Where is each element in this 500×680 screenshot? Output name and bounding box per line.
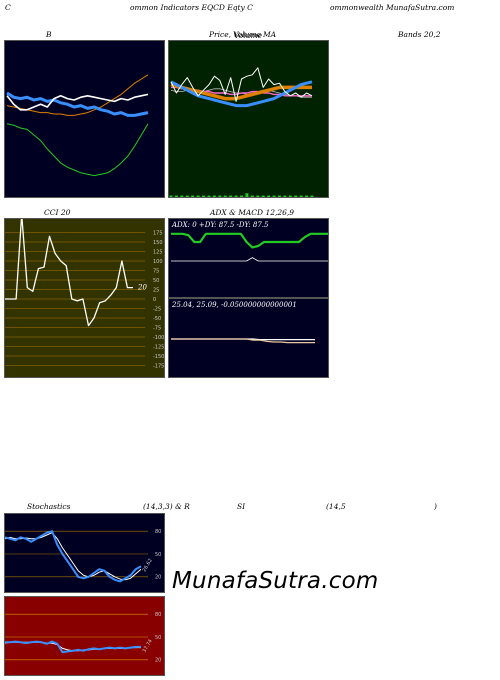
bollinger-chart bbox=[6, 74, 149, 177]
adx-chart: ADX: 0 +DY: 87.5 -DY: 87.5 bbox=[171, 221, 328, 262]
stoch-params: (14,3,3) & R bbox=[143, 502, 190, 511]
volume-bar bbox=[261, 195, 265, 197]
macd-chart: 25.04, 25.09, -0.050000000000001 bbox=[171, 301, 315, 344]
stoch-last-label: 26.62 bbox=[142, 558, 154, 573]
volume-bar bbox=[180, 195, 184, 197]
volume-bar bbox=[174, 195, 178, 197]
volume-bar bbox=[250, 195, 254, 197]
cci-tick-label: 0 bbox=[153, 297, 156, 303]
bollinger-lower-band bbox=[6, 74, 149, 116]
header-right: ommonwealth MunafaSutra.com bbox=[330, 3, 455, 12]
cci-title: CCI 20 bbox=[44, 208, 71, 217]
volume-bar bbox=[218, 195, 222, 197]
cci-tick-label: -125 bbox=[153, 344, 164, 350]
cci-chart: 175 150 125 100 75 50 25 0 -25 -50 -75 -100 -125 -150… bbox=[5, 219, 164, 369]
volume-title-overlap: Volume bbox=[234, 31, 263, 40]
volume-bar bbox=[234, 195, 238, 197]
cci-tick-label: 100 bbox=[153, 259, 163, 265]
volume-bar bbox=[305, 195, 309, 197]
volume-bar bbox=[240, 195, 243, 197]
volume-bar bbox=[256, 195, 260, 197]
cci-tick-label: -100 bbox=[153, 335, 164, 341]
macd-values-text: 25.04, 25.09, -0.050000000000001 bbox=[171, 301, 297, 309]
stoch-panel: 80 50 20 26.62 bbox=[4, 513, 165, 593]
rsi-panel: 80 50 20 37.74 bbox=[4, 596, 165, 676]
volume-bar bbox=[212, 195, 216, 197]
adx-di-line bbox=[171, 232, 328, 249]
stoch-main-line bbox=[5, 530, 142, 583]
cci-tick-label: 175 bbox=[153, 230, 163, 236]
cci-line bbox=[5, 219, 133, 327]
cci-tick-label: 75 bbox=[153, 268, 159, 274]
cci-tick-label: -150 bbox=[153, 354, 164, 360]
volume-bar bbox=[191, 195, 195, 197]
adx-title: ADX & MACD 12,26,9 bbox=[210, 208, 295, 217]
volume-bar bbox=[288, 195, 292, 197]
ma-title: MA bbox=[263, 30, 277, 39]
rsi-tick-label: 20 bbox=[155, 658, 161, 664]
volume-bar bbox=[277, 195, 281, 197]
volume-bar bbox=[202, 195, 206, 197]
macd-line bbox=[171, 338, 315, 344]
cci-last-label: 20 bbox=[137, 284, 147, 292]
volume-bar bbox=[267, 195, 271, 197]
cci-tick-label: -175 bbox=[153, 363, 164, 369]
rsi-tick-label: 80 bbox=[155, 612, 161, 618]
cci-tick-label: -50 bbox=[153, 316, 161, 322]
price-ma-panel bbox=[168, 40, 329, 198]
price-title: Price, bbox=[209, 30, 232, 39]
bollinger-middle-line bbox=[6, 91, 149, 117]
volume-title: Volume bbox=[233, 30, 262, 39]
price-ma-chart bbox=[169, 67, 314, 197]
rsi-tick-label: 50 bbox=[155, 635, 161, 641]
rsi-params: (14,5 bbox=[326, 502, 346, 511]
stoch-signal-line bbox=[5, 532, 142, 581]
rsi-main-line bbox=[5, 640, 141, 654]
cci-tick-label: 50 bbox=[153, 278, 159, 284]
cci-tick-label: 150 bbox=[153, 240, 163, 246]
cci-panel: 175 150 125 100 75 50 25 0 -25 -50 -75 -100 -125 -150… bbox=[4, 218, 165, 378]
rsi-title: SI bbox=[237, 502, 246, 511]
volume-bar bbox=[283, 195, 287, 197]
bollinger-upper-band bbox=[6, 123, 149, 177]
rsi-last-label: 37.74 bbox=[142, 638, 154, 653]
volume-bar bbox=[207, 195, 211, 197]
adx-panel: ADX: 0 +DY: 87.5 -DY: 87.5 bbox=[168, 218, 329, 298]
adx-line bbox=[171, 257, 328, 262]
volume-bar bbox=[272, 195, 276, 197]
cci-tick-label: 125 bbox=[153, 249, 163, 255]
header-left: C bbox=[5, 3, 11, 12]
bollinger-title: B bbox=[46, 30, 52, 39]
bollinger-price-line bbox=[6, 93, 149, 111]
brand-watermark: MunafaSutra.com bbox=[172, 568, 379, 594]
bollinger-panel bbox=[4, 40, 165, 198]
stoch-tick-label: 80 bbox=[155, 529, 161, 535]
volume-bar bbox=[294, 195, 298, 197]
volume-bar bbox=[299, 195, 303, 197]
volume-bar bbox=[169, 195, 173, 197]
volume-bar bbox=[310, 195, 314, 197]
header-center: ommon Indicators EQCD Eqty C bbox=[130, 3, 253, 12]
macd-panel: 25.04, 25.09, -0.050000000000001 bbox=[168, 298, 329, 378]
cci-tick-label: 25 bbox=[153, 287, 159, 293]
bands-title: Bands 20,2 bbox=[398, 30, 441, 39]
price-line bbox=[170, 67, 313, 102]
volume-bar bbox=[196, 195, 200, 197]
ma-line-blue bbox=[170, 80, 313, 108]
cci-tick-label: -25 bbox=[153, 306, 161, 312]
volume-bar bbox=[185, 195, 189, 197]
stoch-tick-label: 50 bbox=[155, 552, 161, 558]
volume-bar bbox=[223, 195, 227, 197]
volume-bar bbox=[229, 195, 233, 197]
adx-values-text: ADX: 0 +DY: 87.5 -DY: 87.5 bbox=[171, 221, 269, 229]
volume-bar bbox=[245, 193, 249, 197]
stoch-title: Stochastics bbox=[27, 502, 71, 511]
rsi-params-close: ) bbox=[434, 502, 437, 511]
stoch-tick-label: 20 bbox=[155, 575, 161, 581]
cci-tick-label: -75 bbox=[153, 325, 161, 331]
